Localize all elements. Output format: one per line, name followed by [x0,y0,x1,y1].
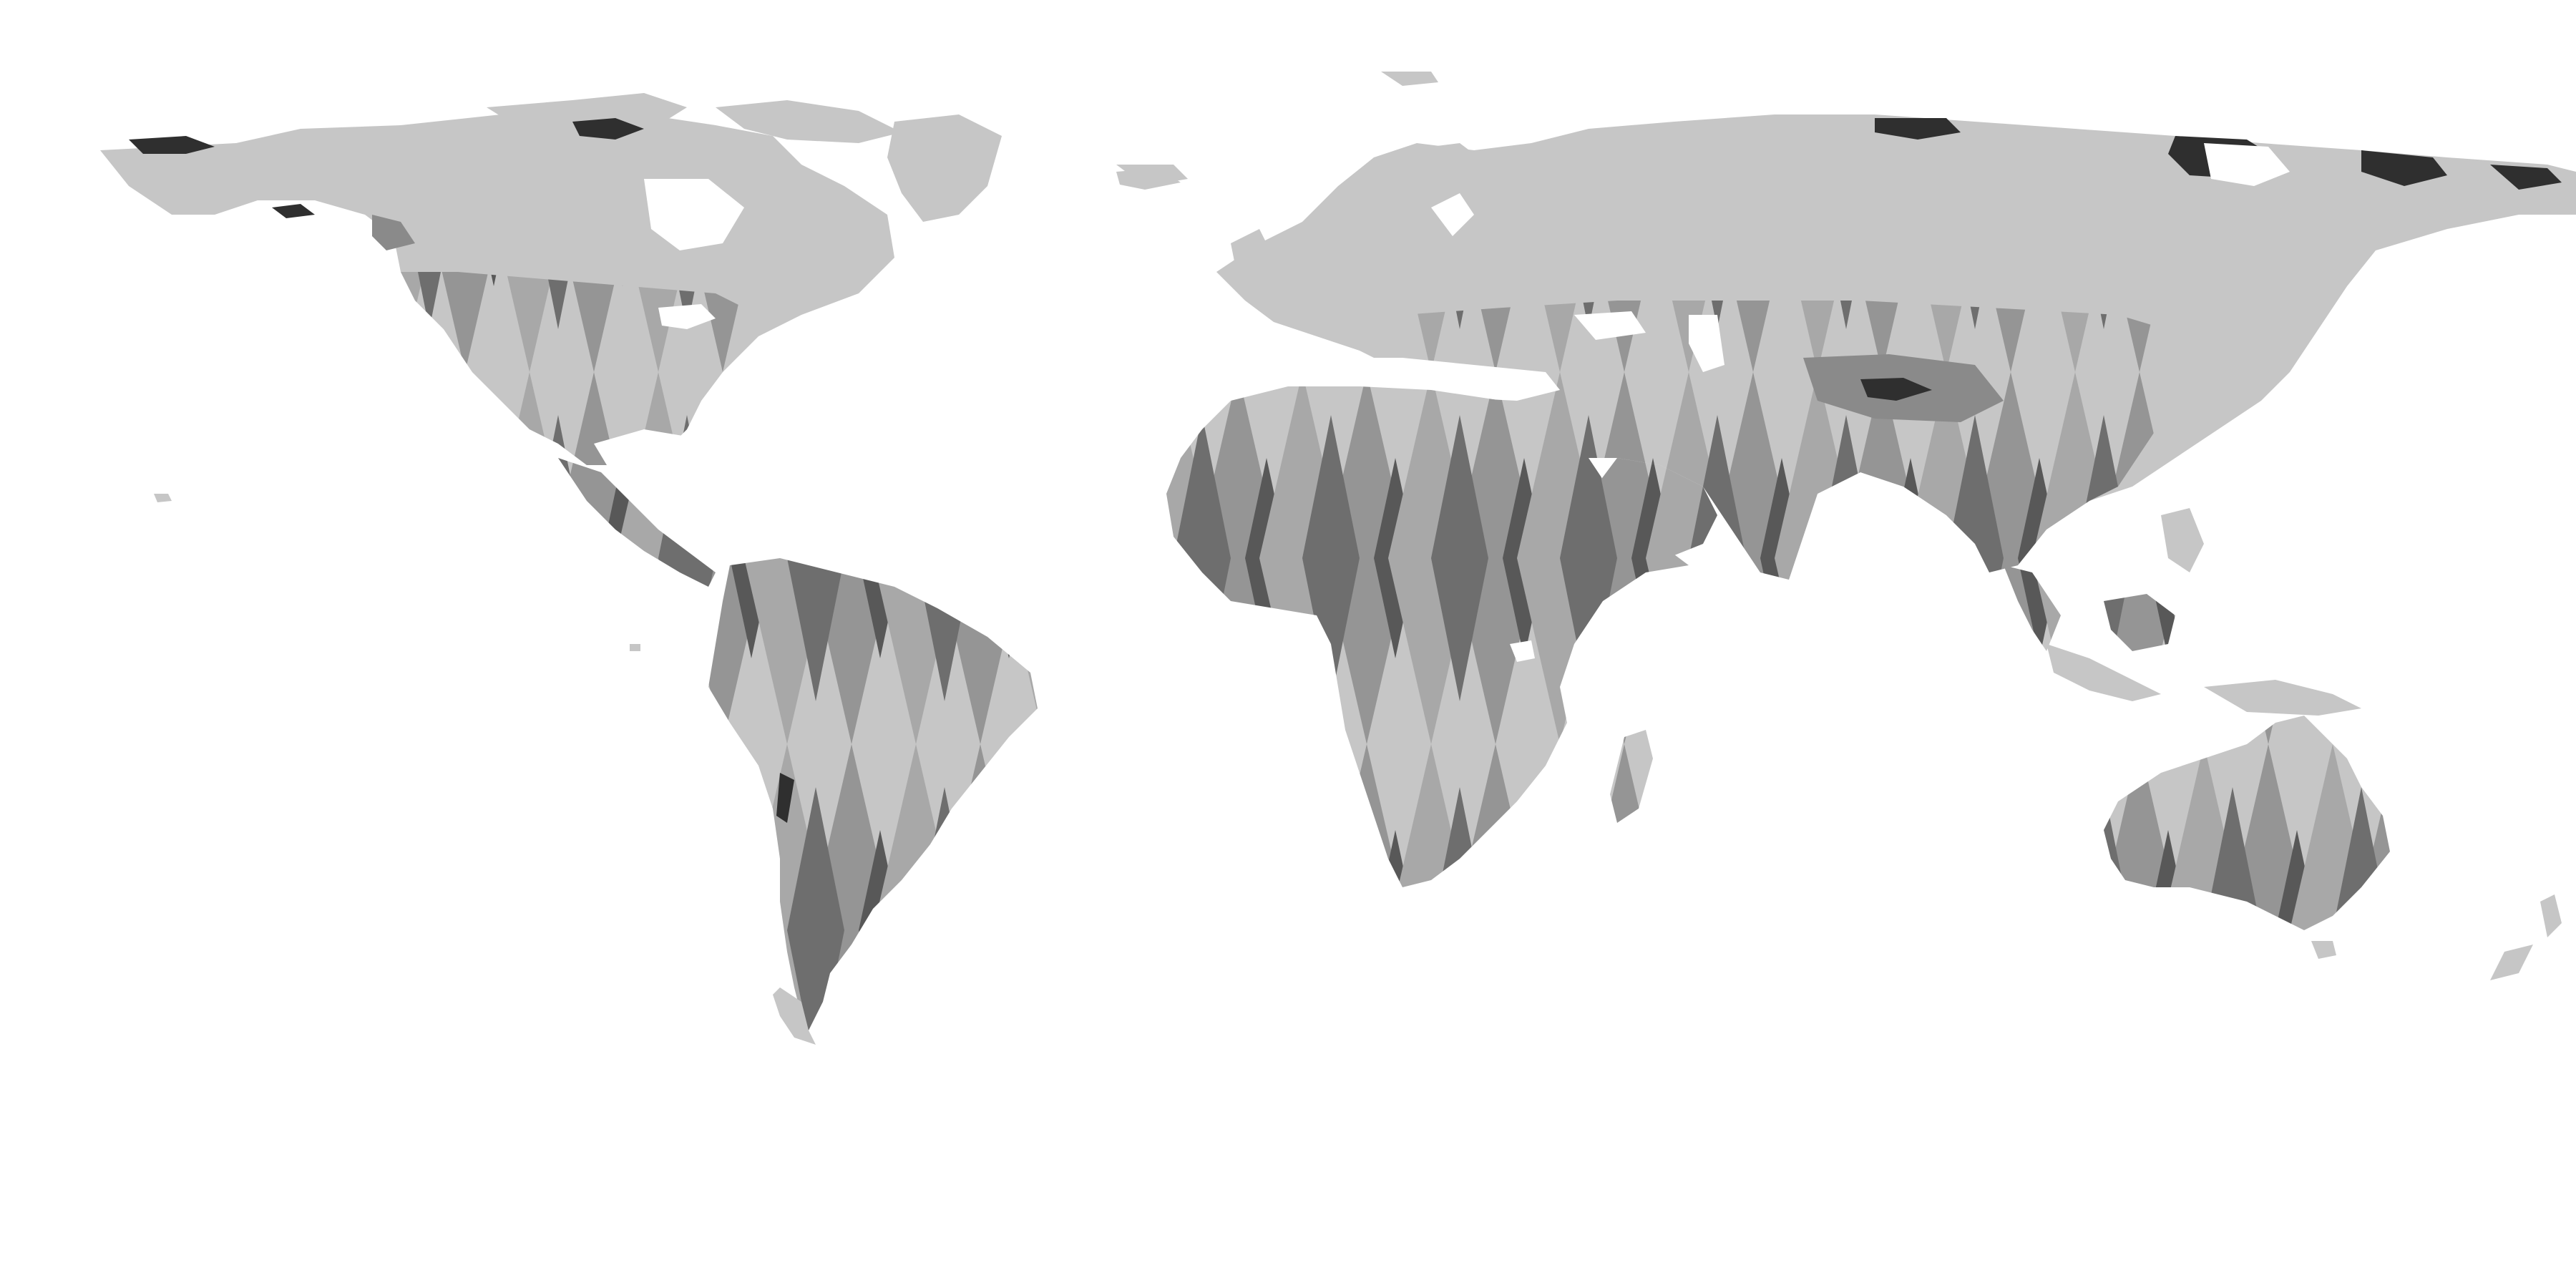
landmass-africa [1166,386,1689,887]
landmass-southeast-asia [2004,508,2361,716]
landmass-australia [2104,716,2390,959]
landmass-south-america [708,558,1038,1045]
landmass-north-america [100,93,902,587]
small-islands [154,72,1438,651]
landmass-greenland [887,114,1002,222]
landmass-eurasia [1116,114,2576,580]
landmass-new-zealand [2490,894,2562,980]
